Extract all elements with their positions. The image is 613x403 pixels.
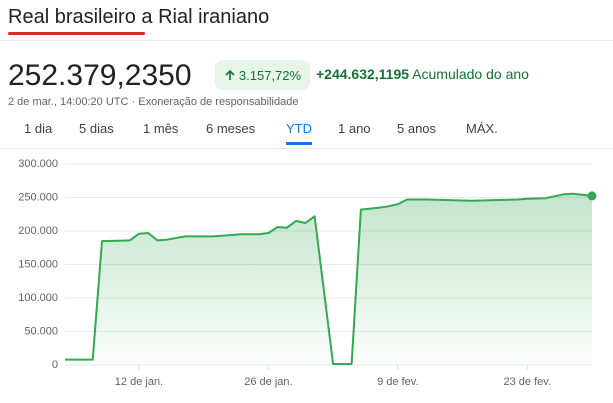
change-period: Acumulado do ano: [412, 66, 529, 82]
up-arrow: [225, 69, 235, 80]
disclaimer[interactable]: Exoneração de responsabilidade: [138, 96, 299, 108]
x-tick-label: 12 de jan.: [115, 376, 163, 388]
last-point: [587, 191, 597, 201]
divider: [0, 40, 613, 41]
tab[interactable]: YTD: [286, 121, 312, 145]
timestamp: 2 de mar., 14:00:20 UTC: [8, 96, 129, 108]
change-abs: +244.632,1195: [316, 66, 410, 82]
y-tick-label: 0: [52, 359, 58, 371]
tab[interactable]: MÁX.: [466, 121, 498, 136]
tab[interactable]: 1 dia: [24, 121, 53, 136]
line: [65, 192, 593, 365]
y-tick-label: 150.000: [18, 258, 58, 270]
x-tick-label: 23 de fev.: [504, 376, 552, 388]
x-tick-label: 26 de jan.: [244, 376, 292, 388]
tab[interactable]: 5 anos: [397, 121, 437, 136]
title-underline: [8, 32, 145, 35]
x-tick-label: 9 de fev.: [377, 376, 418, 388]
title: Real brasileiro a Rial iraniano: [8, 6, 270, 28]
tab[interactable]: 6 meses: [206, 121, 256, 136]
change: +244.632,1195 Acumulado do ano: [316, 66, 529, 82]
y-tick-label: 100.000: [18, 292, 58, 304]
y-tick-label: 200.000: [18, 225, 58, 237]
tab[interactable]: 1 mês: [143, 121, 179, 136]
tab[interactable]: 1 ano: [338, 121, 371, 136]
change-percent: 3.157,72%: [238, 67, 302, 83]
subline: 2 de mar., 14:00:20 UTC · Exoneração de …: [8, 96, 299, 108]
area: [65, 193, 592, 365]
tab[interactable]: 5 dias: [79, 121, 114, 136]
y-tick-label: 50.000: [24, 325, 58, 337]
y-tick-label: 250.000: [18, 191, 58, 203]
change-badge: 3.157,72%: [215, 60, 310, 90]
y-tick-label: 300.000: [18, 158, 58, 170]
price: 252.379,2350: [8, 59, 192, 92]
divider: [0, 148, 613, 149]
